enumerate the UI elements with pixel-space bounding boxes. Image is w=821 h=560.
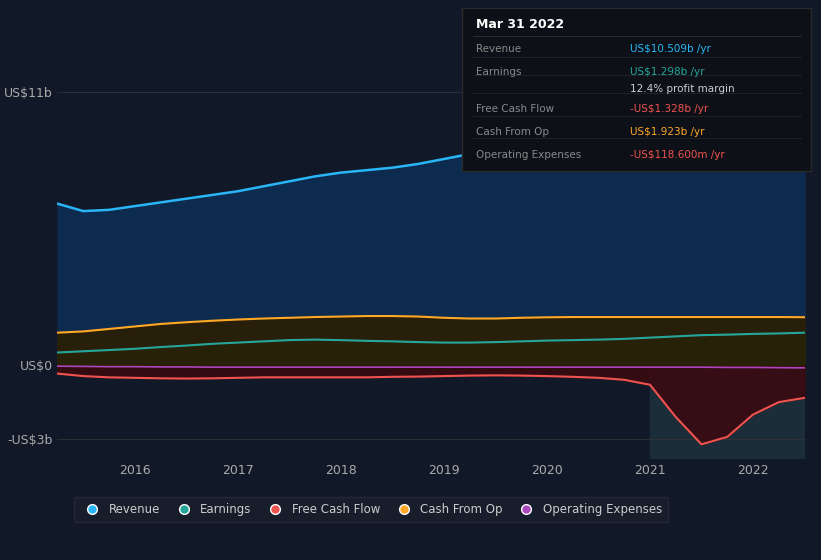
Text: Mar 31 2022: Mar 31 2022 (476, 18, 564, 31)
Text: Earnings: Earnings (476, 67, 521, 77)
Legend: Revenue, Earnings, Free Cash Flow, Cash From Op, Operating Expenses: Revenue, Earnings, Free Cash Flow, Cash … (75, 497, 668, 522)
Text: Free Cash Flow: Free Cash Flow (476, 104, 554, 114)
Text: US$1.923b /yr: US$1.923b /yr (630, 127, 704, 137)
Text: Cash From Op: Cash From Op (476, 127, 549, 137)
Text: US$10.509b /yr: US$10.509b /yr (630, 44, 711, 54)
Text: US$1.298b /yr: US$1.298b /yr (630, 67, 704, 77)
Text: -US$118.600m /yr: -US$118.600m /yr (630, 150, 724, 160)
Text: -US$1.328b /yr: -US$1.328b /yr (630, 104, 708, 114)
Text: Operating Expenses: Operating Expenses (476, 150, 581, 160)
Text: 12.4% profit margin: 12.4% profit margin (630, 84, 734, 94)
Text: Revenue: Revenue (476, 44, 521, 54)
Bar (650, 67, 805, 459)
